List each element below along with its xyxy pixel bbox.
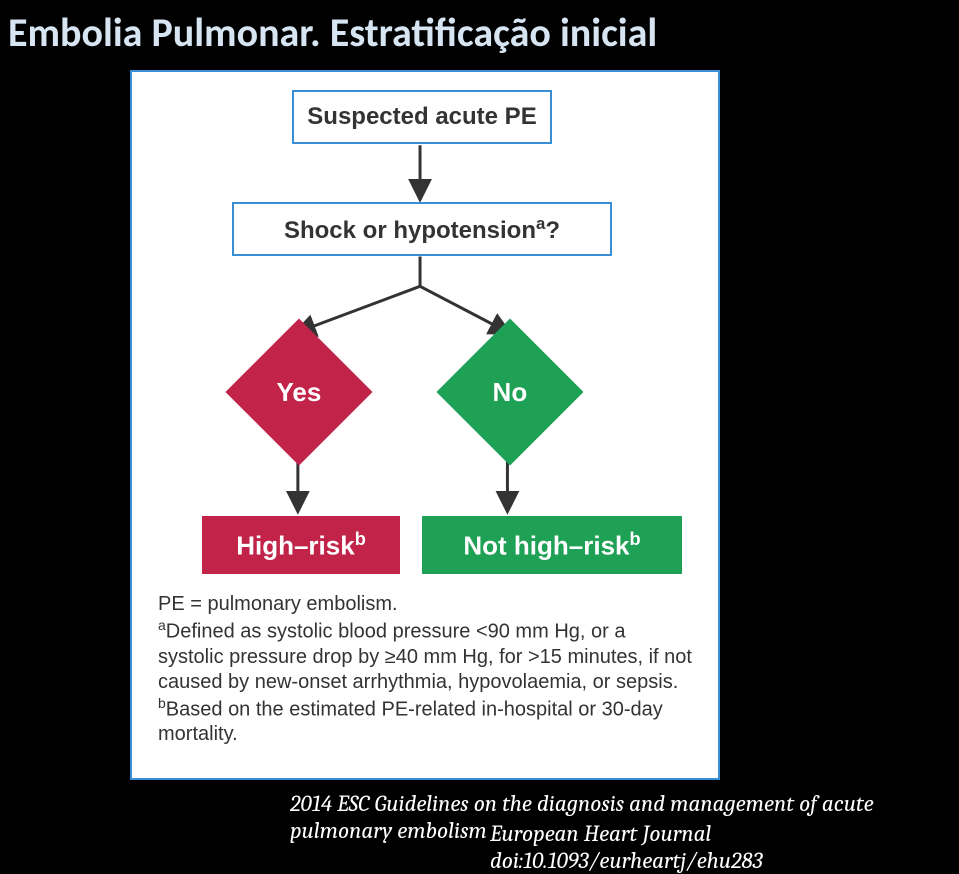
node-question-label: Shock or hypotensiona?	[284, 214, 560, 245]
result-high-label: High–riskb	[236, 529, 366, 562]
footnote-b: bBased on the estimated PE-related in-ho…	[158, 695, 692, 748]
result-high-risk: High–riskb	[202, 516, 400, 574]
node-start: Suspected acute PE	[292, 90, 552, 144]
result-not-high-label: Not high–riskb	[463, 529, 640, 562]
footnotes-block: PE = pulmonary embolism. aDefined as sys…	[132, 592, 718, 747]
result-not-high-risk: Not high–riskb	[422, 516, 682, 574]
footnote-a: aDefined as systolic blood pressure <90 …	[158, 617, 692, 695]
footnote-abbrev: PE = pulmonary embolism.	[158, 592, 692, 617]
decision-yes: Yes	[225, 318, 372, 465]
citation-line-2: European Heart Journal doi:10.1093/eurhe…	[490, 820, 959, 874]
decision-yes-label: Yes	[277, 376, 322, 407]
node-question: Shock or hypotensiona?	[232, 202, 612, 256]
page-title: Embolia Pulmonar. Estratificação inicial	[0, 0, 959, 65]
decision-no-label: No	[493, 376, 528, 407]
flowchart-area: Suspected acute PE Shock or hypotensiona…	[132, 72, 718, 592]
decision-no: No	[436, 318, 583, 465]
figure-panel: Suspected acute PE Shock or hypotensiona…	[130, 70, 720, 780]
